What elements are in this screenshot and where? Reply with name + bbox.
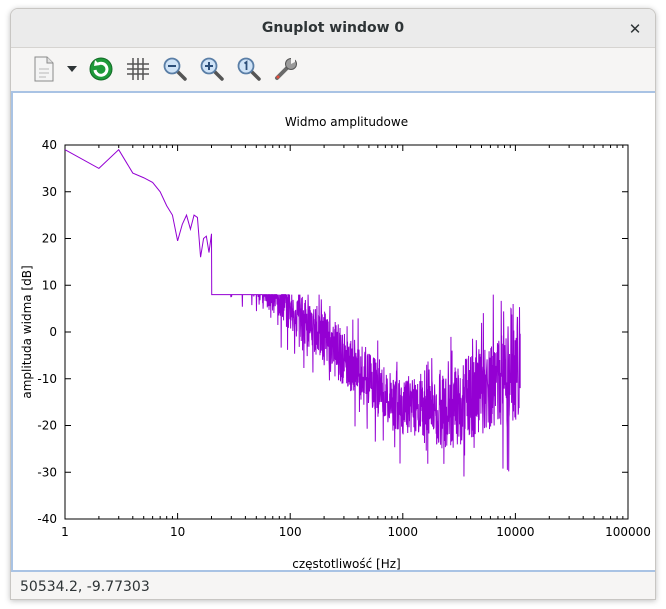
replot-icon [89,57,112,81]
spectrum-chart: Widmo amplitudowe częstotliwość [Hz] amp… [20,115,651,571]
zoom-in-icon [200,57,224,81]
zoom-out-button[interactable] [156,52,193,86]
copy-dropdown-button[interactable] [62,52,82,86]
x-axis-label: częstotliwość [Hz] [292,557,400,570]
y-tick-label: 0 [49,325,57,339]
chart-title: Widmo amplitudowe [285,115,408,129]
replot-button[interactable] [82,52,119,86]
close-icon: ✕ [628,20,642,38]
x-tick-label: 100 [279,525,302,539]
zoom-reset-button[interactable] [230,52,267,86]
y-tick-label: 10 [42,278,57,292]
settings-button[interactable] [267,52,304,86]
y-tick-label: 20 [42,232,57,246]
series-noise-trace [211,233,521,477]
zoom-in-button[interactable] [193,52,230,86]
y-tick-label: 40 [42,138,57,152]
x-tick-label: 1000 [388,525,419,539]
title-bar[interactable]: Gnuplot window 0 ✕ [11,9,655,48]
grid-button[interactable] [119,52,156,86]
copy-icon [34,56,53,82]
dropdown-arrow-icon [67,66,77,72]
settings-wrench-icon [274,58,297,80]
grid-icon [126,58,149,80]
y-tick-label: -40 [37,512,57,526]
series-line [64,148,212,258]
x-tick-label: 10000 [496,525,534,539]
plot-area[interactable]: Widmo amplitudowe częstotliwość [Hz] amp… [11,91,655,572]
status-bar: 50534.2, -9.77303 [11,572,655,599]
x-tick-label: 100000 [605,525,651,539]
y-axis-label: amplituda widma [dB] [20,265,34,398]
cursor-coordinates: 50534.2, -9.77303 [20,578,150,595]
x-tick-label: 1 [61,525,69,539]
window-title: Gnuplot window 0 [261,20,405,36]
close-button[interactable]: ✕ [625,19,645,39]
y-tick-label: -20 [37,419,57,433]
zoom-reset-icon [237,57,261,81]
copy-button[interactable] [25,52,62,86]
gnuplot-window: Gnuplot window 0 ✕ [10,8,656,600]
y-tick-label: -10 [37,372,57,386]
toolbar [11,48,655,90]
y-tick-label: -30 [37,465,57,479]
y-tick-label: 30 [42,185,57,199]
zoom-out-icon [163,57,187,81]
x-tick-label: 10 [170,525,185,539]
plot-border [64,144,629,520]
